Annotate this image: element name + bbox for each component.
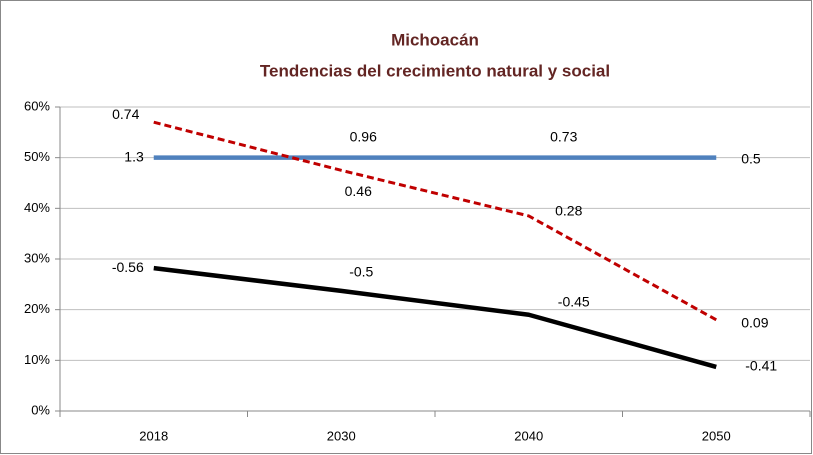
y-tick-label: 0% [31, 402, 50, 417]
point-label: -0.5 [349, 264, 373, 280]
series-line [153, 265, 717, 370]
point-label: 0.74 [112, 106, 139, 122]
point-label: -0.45 [558, 293, 590, 309]
y-tick-label: 50% [24, 149, 50, 164]
chart-subtitle: Tendencias del crecimiento natural y soc… [260, 61, 610, 80]
x-tick-label: 2018 [139, 428, 168, 443]
point-label: 0.28 [555, 203, 582, 219]
point-label: 0.73 [550, 128, 577, 144]
x-tick-label: 2050 [702, 428, 731, 443]
point-label: 0.09 [741, 315, 768, 331]
y-tick-label: 10% [24, 352, 50, 367]
point-label: 0.5 [741, 150, 761, 166]
y-tick-label: 30% [24, 250, 50, 265]
y-tick-label: 60% [24, 98, 50, 113]
y-tick-label: 40% [24, 200, 50, 215]
y-tick-label: 20% [24, 301, 50, 316]
x-tick-label: 2030 [327, 428, 356, 443]
series-line [153, 120, 717, 322]
point-label: -0.56 [112, 259, 144, 275]
point-label: 0.96 [350, 128, 377, 144]
point-label: 1.3 [124, 148, 144, 164]
x-tick-label: 2040 [514, 428, 543, 443]
point-label: -0.41 [745, 358, 777, 374]
chart-title: Michoacán [391, 30, 479, 49]
point-label: 0.46 [345, 183, 372, 199]
